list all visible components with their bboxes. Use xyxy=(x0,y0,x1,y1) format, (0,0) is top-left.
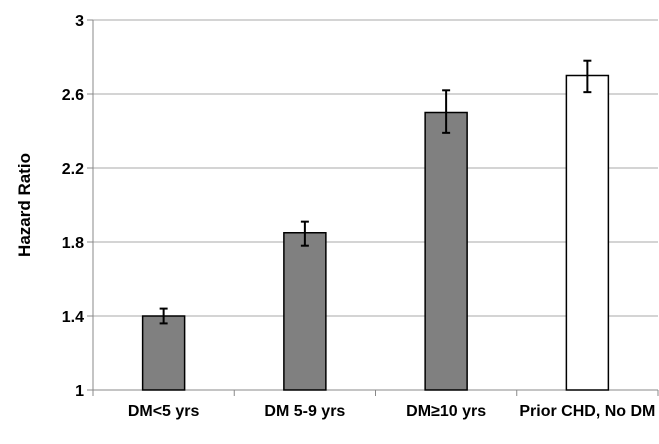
x-tick-label: DM 5-9 yrs xyxy=(264,403,345,420)
bar xyxy=(141,315,186,391)
y-tick-label: 3 xyxy=(75,13,84,30)
error-bars xyxy=(159,59,592,325)
axes xyxy=(87,19,659,396)
bars xyxy=(141,74,610,391)
bar xyxy=(283,232,327,391)
x-tick-labels: DM<5 yrs DM 5-9 yrs DM≥10 yrs Prior CHD, No… xyxy=(128,403,656,420)
y-tick-label: 2.2 xyxy=(62,161,84,178)
gridlines xyxy=(93,19,658,317)
y-axis-title: Hazard Ratio xyxy=(15,153,34,257)
x-tick-label: DM<5 yrs xyxy=(128,403,200,420)
y-tick-label: 1.4 xyxy=(62,309,84,326)
y-tick-label: 2.6 xyxy=(62,87,84,104)
y-tick-label: 1 xyxy=(75,383,84,400)
y-tick-label: 1.8 xyxy=(62,235,84,252)
x-tick-label: Prior CHD, No DM xyxy=(519,403,655,420)
bar xyxy=(424,111,468,391)
x-tick-label: DM≥10 yrs xyxy=(406,403,486,420)
bar xyxy=(565,74,610,391)
y-tick-labels: 1 1.4 1.8 2.2 2.6 3 xyxy=(62,13,84,400)
